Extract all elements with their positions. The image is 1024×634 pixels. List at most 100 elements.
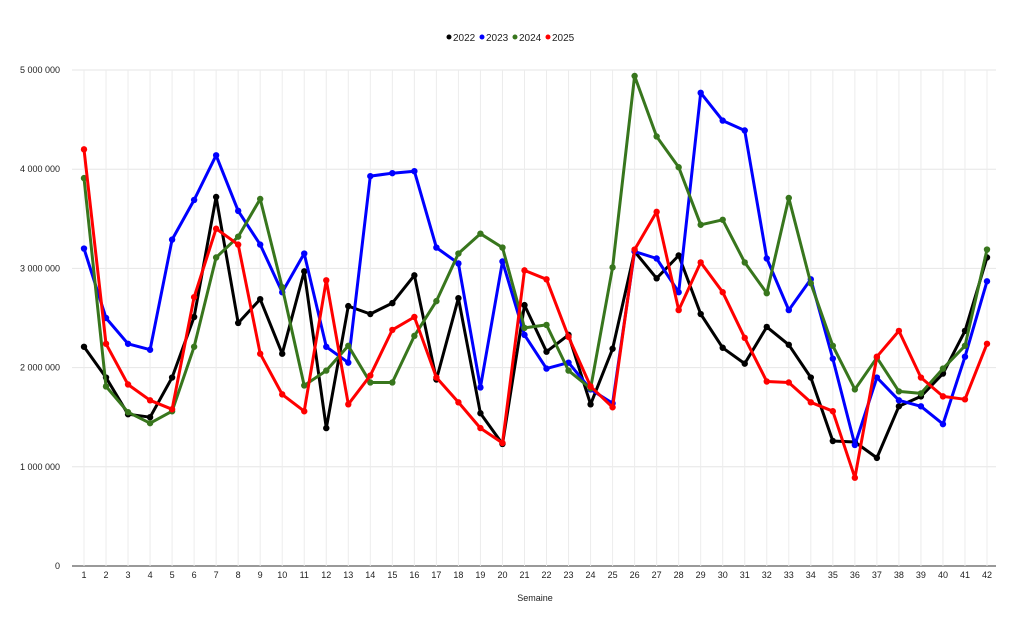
data-point xyxy=(873,454,881,462)
data-point xyxy=(234,233,242,240)
data-point xyxy=(675,164,682,171)
data-point xyxy=(917,374,925,381)
data-point xyxy=(102,340,110,347)
data-point xyxy=(477,230,484,237)
data-point xyxy=(609,404,616,411)
x-tick-label: 6 xyxy=(192,570,197,580)
data-point xyxy=(256,350,264,357)
x-tick-label: 32 xyxy=(762,570,772,580)
x-tick-label: 5 xyxy=(170,570,175,580)
data-point xyxy=(124,409,132,416)
data-point xyxy=(212,225,220,232)
data-point xyxy=(367,310,374,318)
data-point xyxy=(301,250,308,257)
data-point xyxy=(499,244,506,251)
data-point xyxy=(807,399,815,406)
data-point xyxy=(411,313,418,321)
data-point xyxy=(983,340,991,347)
data-point xyxy=(653,208,660,216)
data-point xyxy=(301,268,308,275)
data-point xyxy=(587,401,594,408)
x-tick-label: 25 xyxy=(608,570,618,580)
x-tick-label: 1 xyxy=(81,570,86,580)
x-tick-label: 11 xyxy=(300,570,309,580)
data-point xyxy=(631,246,638,253)
x-tick-label: 19 xyxy=(475,570,485,580)
x-tick-label: 18 xyxy=(453,570,463,580)
data-point xyxy=(697,259,704,266)
data-point xyxy=(146,397,154,404)
data-point xyxy=(234,241,242,248)
x-tick-label: 35 xyxy=(828,570,838,580)
data-point xyxy=(543,321,550,329)
data-point xyxy=(499,258,506,265)
data-point xyxy=(521,324,528,332)
data-point xyxy=(234,319,242,327)
data-point xyxy=(873,374,881,381)
data-point xyxy=(631,72,638,80)
y-tick-label: 5 000 000 xyxy=(20,65,60,75)
data-point xyxy=(256,195,264,203)
x-tick-label: 39 xyxy=(916,570,926,580)
data-point xyxy=(741,127,748,134)
data-point xyxy=(785,306,792,314)
data-point xyxy=(895,327,903,335)
series-2022 xyxy=(80,193,991,462)
series-line-2025 xyxy=(82,149,989,480)
data-point xyxy=(146,346,154,353)
data-point xyxy=(829,342,837,349)
data-point xyxy=(411,332,418,340)
data-point xyxy=(477,384,484,391)
data-point xyxy=(389,326,396,334)
data-point xyxy=(895,397,903,404)
data-point xyxy=(653,255,660,262)
data-point xyxy=(279,391,286,398)
data-point xyxy=(521,301,528,309)
series-line-2024 xyxy=(82,74,989,425)
x-tick-label: 4 xyxy=(148,570,153,580)
x-tick-label: 30 xyxy=(718,570,728,580)
data-point xyxy=(301,382,308,389)
data-point xyxy=(323,343,330,350)
data-point xyxy=(543,276,550,283)
x-tick-label: 2 xyxy=(104,570,109,580)
data-point xyxy=(719,344,726,351)
x-tick-label: 8 xyxy=(236,570,241,580)
x-tick-label: 31 xyxy=(740,570,750,580)
data-point xyxy=(961,396,969,403)
x-tick-label: 29 xyxy=(696,570,706,580)
data-point xyxy=(367,372,374,379)
y-tick-label: 1 000 000 xyxy=(20,462,60,472)
x-tick-label: 10 xyxy=(277,570,287,580)
legend-marker-2022 xyxy=(446,34,452,40)
data-point xyxy=(411,167,418,175)
data-point xyxy=(212,254,220,261)
x-tick-label: 41 xyxy=(960,570,970,580)
data-point xyxy=(146,414,154,421)
data-point xyxy=(983,246,991,253)
x-tick-label: 38 xyxy=(894,570,904,580)
data-point xyxy=(168,236,176,243)
data-point xyxy=(675,289,682,296)
data-point xyxy=(455,294,462,302)
data-point xyxy=(279,350,286,357)
legend-marker-2024 xyxy=(512,34,518,40)
data-point xyxy=(675,252,682,259)
series-2023 xyxy=(80,89,991,449)
data-point xyxy=(983,278,991,285)
data-point xyxy=(961,342,969,349)
y-tick-label: 2 000 000 xyxy=(20,363,60,373)
data-point xyxy=(785,341,792,348)
data-point xyxy=(190,313,198,321)
data-point xyxy=(433,374,440,381)
x-tick-label: 28 xyxy=(674,570,684,580)
x-tick-label: 42 xyxy=(982,570,992,580)
data-point xyxy=(124,340,132,347)
data-point xyxy=(80,146,88,153)
x-tick-label: 37 xyxy=(872,570,882,580)
data-point xyxy=(279,284,286,291)
data-point xyxy=(741,334,748,342)
data-point xyxy=(565,333,572,341)
data-point xyxy=(961,353,969,360)
data-point xyxy=(345,342,352,349)
